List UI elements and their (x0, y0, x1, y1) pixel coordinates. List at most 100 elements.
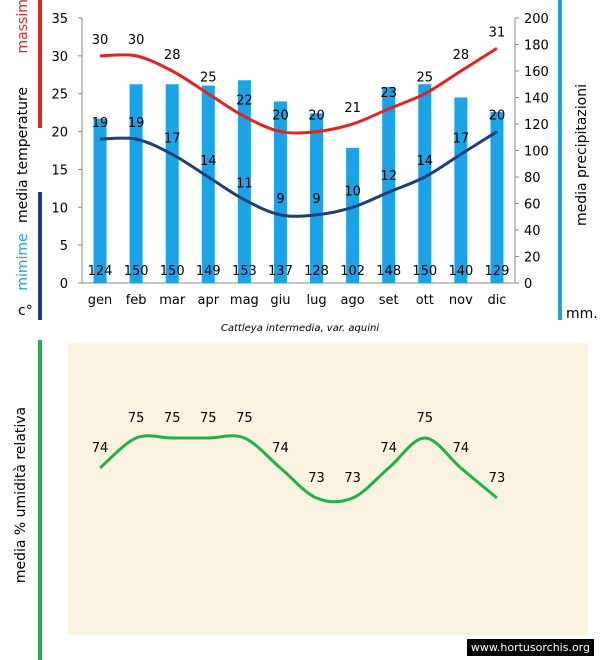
max-temperature-label: 25 (200, 71, 217, 86)
min-temperature-line (100, 130, 498, 218)
humidity-label: 74 (380, 441, 397, 456)
y-right-tick-label: 100 (524, 145, 549, 160)
min-temperature-label: 19 (128, 116, 145, 131)
humidity-panel (68, 343, 588, 635)
y-right-tick-label: 20 (524, 251, 541, 266)
precipitation-label: 102 (340, 264, 365, 279)
min-temperature-label: 20 (489, 109, 506, 124)
min-axis-label: mimime (15, 233, 31, 290)
min-temperature-label: 14 (417, 154, 434, 169)
precipitation-label: 128 (304, 264, 329, 279)
y-right-tick-label: 0 (524, 277, 532, 292)
y-left-tick-label: 15 (51, 163, 68, 178)
y-left-tick-label: 30 (51, 50, 68, 65)
y-left-tick-label: 10 (51, 201, 68, 216)
min-temperature-label: 14 (200, 154, 217, 169)
precipitation-bar (454, 97, 468, 283)
precipitation-bar (418, 84, 432, 283)
humidity-label: 75 (236, 411, 253, 426)
precipitation-label: 150 (412, 264, 437, 279)
max-temperature-label: 28 (453, 48, 470, 63)
humidity-label: 73 (489, 471, 506, 486)
max-temperature-label: 28 (164, 48, 181, 63)
max-temperature-label: 23 (380, 86, 397, 101)
x-tick-label: gen (88, 293, 113, 308)
precipitation-bar (310, 113, 324, 284)
max-temperature-label: 31 (489, 25, 506, 40)
precipitation-bar (165, 84, 179, 283)
precipitation-label: 137 (268, 264, 293, 279)
max-temperature-label: 30 (128, 33, 145, 48)
y-right-tick-label: 80 (524, 171, 541, 186)
humidity-label: 74 (272, 441, 289, 456)
y-left-tick-label: 0 (60, 277, 68, 292)
precipitation-bar (382, 86, 396, 284)
precipitation-label: 148 (376, 264, 401, 279)
precipitation-bar (346, 147, 360, 283)
humidity-label: 75 (128, 411, 145, 426)
y-right-tick-label: 140 (524, 92, 549, 107)
x-tick-label: apr (198, 293, 220, 308)
x-tick-label: feb (126, 293, 147, 308)
x-tick-label: lug (306, 293, 326, 308)
precipitation-label: 140 (448, 264, 473, 279)
y-right-tick-label: 160 (524, 65, 549, 80)
temperature-precipitation-chart: 0 5 10 15 20 25 30 35 0 20 40 60 80 100 120 140 160 180 20… (0, 0, 600, 320)
max-temperature-label: 25 (417, 71, 434, 86)
humidity-chart: media % umidità relativa 74 75 75 75 75 74 73 73… (0, 335, 600, 660)
precipitation-label: 153 (232, 264, 257, 279)
max-temperature-label: 30 (92, 33, 109, 48)
min-temperature-label: 17 (453, 131, 470, 146)
max-temperature-label: 20 (272, 109, 289, 124)
y-left-tick-label: 35 (51, 12, 68, 27)
humidity-label: 75 (200, 411, 217, 426)
precipitation-label: 150 (160, 264, 185, 279)
chart-caption: Cattleya intermedia, var. aquini (220, 323, 380, 334)
humidity-label: 74 (453, 441, 470, 456)
min-temperature-label: 17 (164, 131, 181, 146)
humidity-axis-label: media % umidità relativa (13, 407, 29, 583)
y-right-tick-label: 60 (524, 198, 541, 213)
y-left-tick-label: 25 (51, 88, 68, 103)
max-temperature-label: 20 (308, 109, 325, 124)
precipitation-unit: mm. (566, 306, 598, 320)
precipitation-label: 149 (196, 264, 221, 279)
y-right-tick-label: 40 (524, 224, 541, 239)
humidity-label: 75 (164, 411, 181, 426)
max-temperature-line (100, 47, 498, 135)
humidity-label: 74 (92, 441, 109, 456)
x-tick-label: mag (230, 293, 259, 308)
x-tick-label: set (379, 293, 399, 308)
max-temperature-label: 22 (236, 93, 253, 108)
min-temperature-label: 9 (312, 192, 320, 207)
humidity-line (99, 434, 498, 504)
max-axis-label: massime (15, 0, 31, 53)
y-right-tick-label: 120 (524, 118, 549, 133)
precipitation-label: 124 (88, 264, 113, 279)
precipitation-bar (273, 101, 287, 283)
x-tick-label: nov (449, 293, 473, 308)
precipitation-bar (129, 84, 143, 283)
max-temperature-label: 21 (344, 101, 361, 116)
precipitation-bar (490, 112, 504, 283)
y-right-tick-label: 200 (524, 12, 549, 27)
humidity-label: 73 (344, 471, 361, 486)
precipitation-label: 150 (124, 264, 149, 279)
x-tick-label: ott (416, 293, 434, 308)
x-tick-label: giu (270, 293, 290, 308)
x-tick-label: dic (487, 293, 506, 308)
precipitation-axis-label: media precipitazioni (574, 84, 590, 226)
x-tick-label: ago (341, 293, 365, 308)
y-left-tick-label: 20 (51, 126, 68, 141)
x-tick-label: mar (159, 293, 186, 308)
min-temperature-label: 10 (344, 184, 361, 199)
temperature-axis-label: media temperature (15, 87, 31, 223)
min-temperature-label: 12 (380, 169, 397, 184)
min-temperature-label: 11 (236, 177, 253, 192)
precipitation-bar (237, 80, 251, 284)
humidity-label: 75 (417, 411, 434, 426)
temperature-unit: c° (18, 303, 33, 319)
precipitation-bar (93, 118, 107, 283)
precipitation-label: 129 (485, 264, 510, 279)
